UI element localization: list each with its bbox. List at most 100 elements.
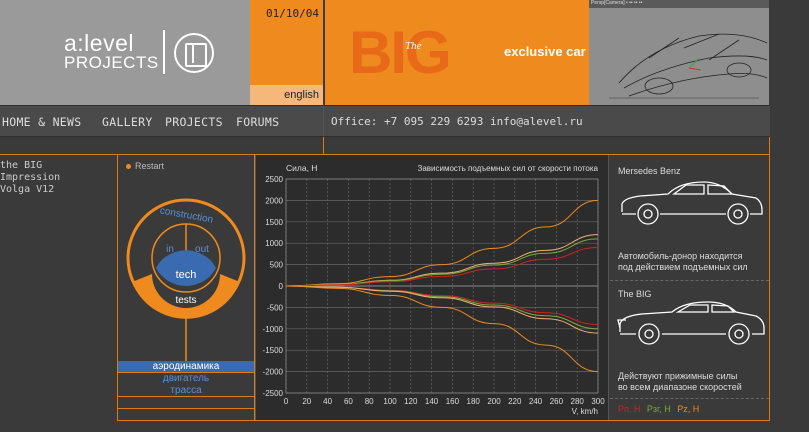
project-list: the BIG Impression Volga V12 [0,160,60,196]
date-panel: 01/10/04 english [250,0,323,105]
cad-titlebar: Persp[Camera] • •• •• •• [589,0,769,8]
x-tick-label: 60 [344,397,353,406]
process-diagram: construction in out tech tests [126,198,246,362]
section-divider [610,280,769,281]
cad-wireframe: Persp[Camera] • •• •• •• [589,0,769,105]
big-banner: BIG The [325,0,589,105]
nav-projects[interactable]: PROJECTS [165,115,223,129]
nav-gallery[interactable]: GALLERY [102,115,153,129]
logo-area[interactable]: a:level PROJECTS [0,0,250,105]
x-tick-label: 240 [529,397,543,406]
y-axis-label: Сила, H [286,163,317,173]
x-tick-label: 180 [467,397,481,406]
restart-button[interactable]: Restart [126,161,164,171]
chart-title: Зависимость подъемных сил от скорости по… [418,164,599,173]
y-tick-label: -1000 [263,325,284,334]
current-date: 01/10/04 [266,7,319,20]
legend-item: Pзг, H [646,404,671,414]
office-contact: Office: +7 095 229 6293 info@alevel.ru [331,115,583,128]
construction-label: construction [159,205,214,225]
nav-home-news[interactable]: HOME & NEWS [2,115,82,129]
header-right-filler [769,0,809,105]
y-tick-label: -500 [267,303,284,312]
desc-line: во всем диапазоне скоростей [618,382,742,392]
x-tick-label: 100 [383,397,397,406]
logo-text: a:level [64,30,134,56]
big-car-icon [617,301,765,345]
y-tick-label: 500 [270,261,284,270]
logo-divider [163,30,165,74]
x-tick-label: 140 [425,397,439,406]
contact-bar [323,105,770,137]
divider-line [769,137,770,420]
menu-divider [118,372,254,373]
bullet-icon [126,164,131,170]
nav-forums[interactable]: FORUMS [236,115,280,129]
desc-line: Действуют прижимные силы [618,371,738,381]
x-axis-label: V, km/h [572,407,598,416]
y-tick-label: 2500 [265,175,283,184]
y-tick-label: -1500 [263,346,284,355]
chart-panel: 2500 2000 1500 1000 500 0 -500 -1000 -1500 -2000-… [255,155,609,420]
y-tick-label: -2500 [263,389,284,398]
logo-subtext: PROJECTS [64,53,159,72]
tech-segment[interactable] [156,250,216,286]
x-tick-label: 40 [323,397,332,406]
in-label[interactable]: in [166,244,174,255]
x-tick-label: 120 [404,397,418,406]
series-line [285,285,599,334]
x-tick-label: 260 [550,397,564,406]
x-tick-label: 300 [591,397,605,406]
project-link-big[interactable]: the BIG [0,160,43,171]
x-tick-label: 0 [284,397,289,406]
series-line [285,238,599,287]
decor-strip [323,137,770,154]
legend-item: Pп, H [618,404,641,414]
language-switch[interactable]: english [250,85,323,105]
y-tick-label: 1000 [265,239,283,248]
series-line [285,199,599,287]
tech-label: tech [176,269,197,281]
y-tick-label: 0 [279,282,284,291]
nav-bar [0,105,323,137]
series-line [285,246,599,287]
desc-line: под действием подъемных сил [618,262,748,272]
chart-legend: Pп, H Pзг, H Pz, H [618,404,699,414]
menu-engine[interactable]: двигатель [162,373,210,384]
mercedes-car-icon [621,181,763,225]
x-tick-label: 220 [508,397,522,406]
car-desc-big: Действуют прижимные силы во всем диапазо… [618,371,742,393]
logo-seal-icon [174,33,214,73]
big-logo-the: The [405,40,422,52]
project-link-volga[interactable]: Volga V12 [0,184,55,195]
wireframe-car-icon [609,33,768,99]
x-tick-label: 200 [487,397,501,406]
menu-divider [118,396,254,397]
y-tick-label: 1500 [265,218,283,227]
x-tick-label: 280 [571,397,585,406]
divider-line [254,154,255,420]
y-tick-label: -2000 [263,368,284,377]
restart-label: Restart [135,161,165,171]
lift-force-chart: 25002000150010005000-500-1000-1500-2000-… [263,163,606,416]
menu-track[interactable]: трасса [170,385,202,396]
divider-line [0,154,770,155]
desc-line: Автомобиль-донор находится [618,251,743,261]
legend-item: Pz, H [677,404,700,414]
section-divider [610,398,769,399]
series-line [285,285,599,373]
x-tick-label: 160 [446,397,460,406]
divider-line [117,154,118,420]
project-link-impression[interactable]: Impression [0,172,61,183]
menu-divider [118,408,254,409]
x-tick-label: 80 [365,397,374,406]
menu-aerodynamics[interactable]: аэродинамика [118,361,254,373]
out-label[interactable]: out [195,244,209,255]
car-title-mercedes: Mersedes Benz [618,166,681,176]
y-tick-label: 2000 [265,196,283,205]
divider-line [117,420,770,421]
car-title-big: The BIG [618,289,652,299]
x-tick-label: 20 [302,397,311,406]
tests-label: tests [175,295,196,306]
tests-segment[interactable] [132,274,240,319]
